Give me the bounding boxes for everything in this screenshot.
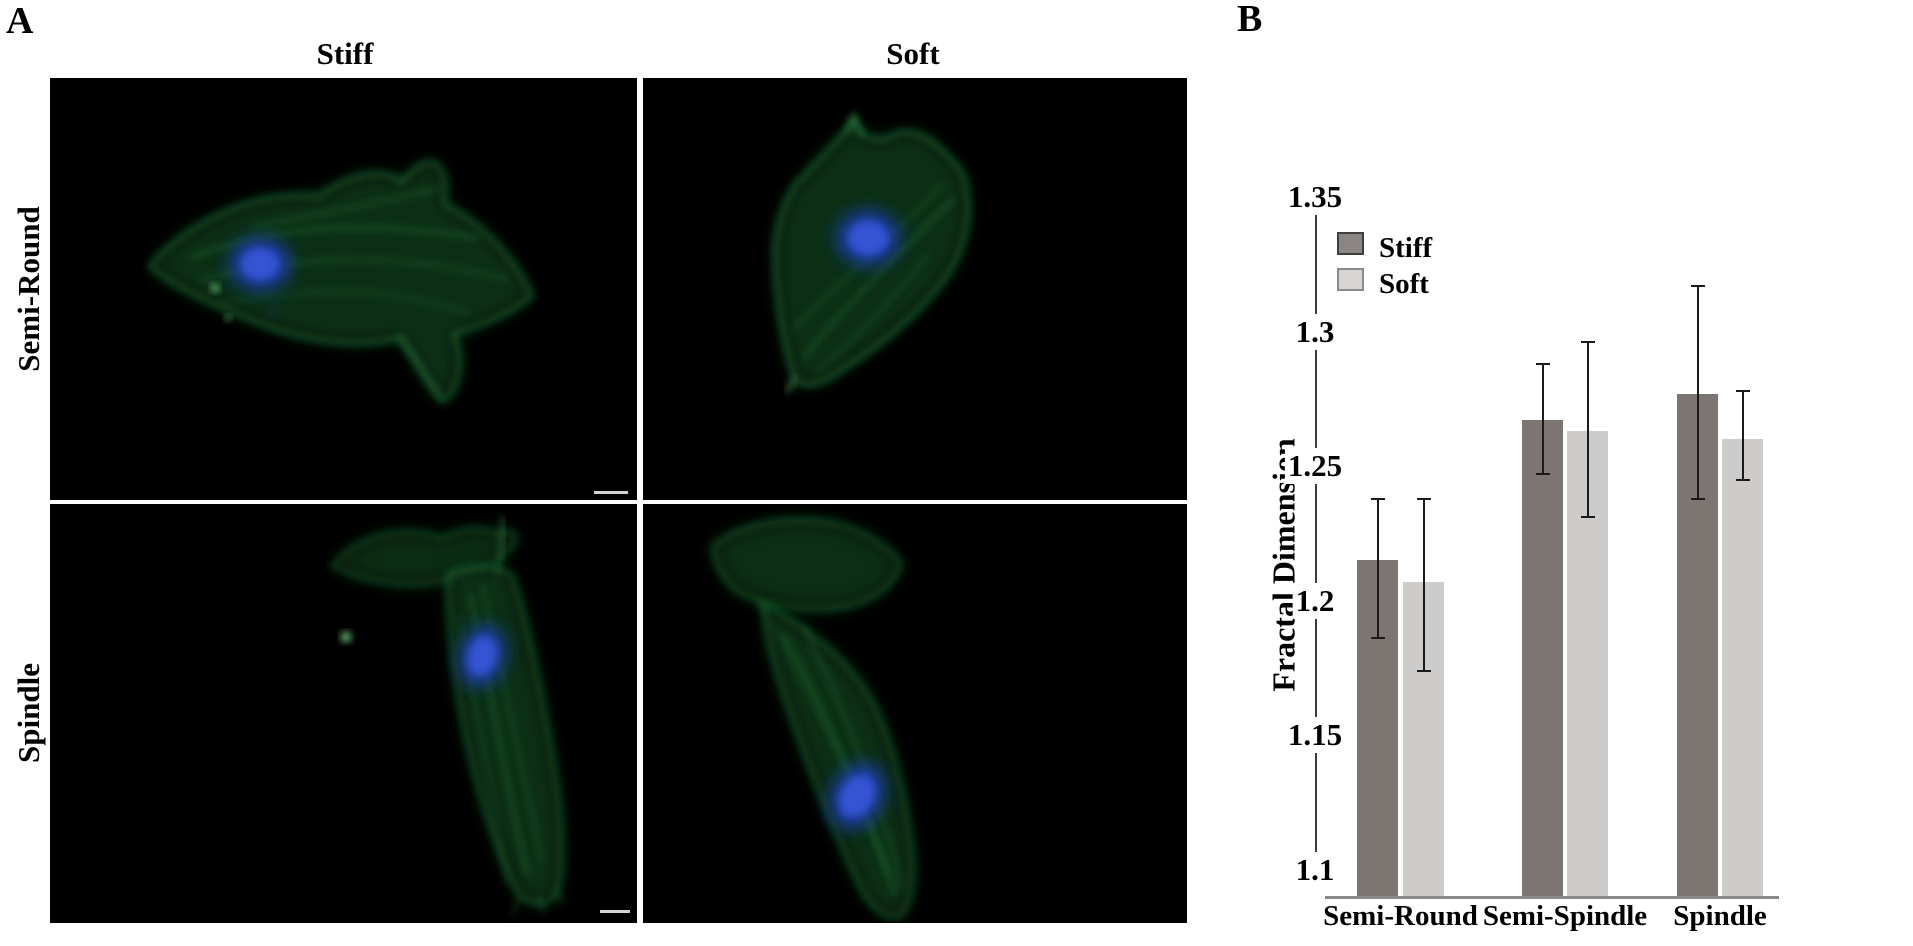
legend-label-soft: Soft [1379,268,1429,300]
error-bar-cap-top [1416,497,1431,500]
y-axis-line [1315,197,1317,880]
error-bar [1422,498,1425,671]
cell-graphic-spindle-stiff [50,504,637,923]
x-axis-line [1325,896,1779,899]
x-category-label: Semi-Spindle [1482,900,1648,932]
error-bar [1541,363,1544,475]
micrograph-semi-round-soft [643,78,1187,500]
bar-soft-spindle [1722,439,1763,896]
error-bar-cap-bottom [1535,473,1550,476]
y-tick-label: 1.3 [1292,313,1338,350]
panel-a-label: A [6,0,34,42]
micrograph-spindle-soft [643,504,1187,923]
y-tick-label: 1.1 [1292,851,1338,889]
error-bar [1376,498,1379,639]
scale-bar [600,910,630,913]
panel-b-label: B [1237,0,1263,40]
column-header-soft: Soft [886,36,940,71]
x-category-label: Semi-Round [1323,900,1478,932]
legend-label-stiff: Stiff [1379,232,1433,264]
error-bar [1696,285,1699,499]
y-tick-label: 1.2 [1292,582,1338,619]
y-tick-label: 1.35 [1284,178,1346,216]
error-bar [1741,390,1744,480]
cell-graphic-semi-round-stiff [50,78,637,500]
error-bar-cap-top [1690,284,1705,287]
error-bar-cap-top [1370,497,1385,500]
error-bar-cap-bottom [1416,669,1431,672]
error-bar-cap-bottom [1735,478,1750,481]
error-bar-cap-bottom [1370,637,1385,640]
scale-bar [594,491,628,494]
x-category-label: Spindle [1673,900,1767,932]
error-bar-cap-top [1580,341,1595,344]
bar-stiff-semi-spindle [1522,420,1563,896]
micrograph-semi-round-stiff [50,78,637,500]
error-bar-cap-top [1735,389,1750,392]
y-tick-label: 1.25 [1284,448,1346,485]
y-tick-label: 1.15 [1284,717,1346,754]
error-bar-cap-top [1535,362,1550,365]
cell-graphic-spindle-soft [643,504,1187,923]
column-header-stiff: Stiff [316,36,374,71]
legend-swatch-stiff [1337,232,1364,255]
cell-graphic-semi-round-soft [643,78,1187,500]
error-bar-cap-bottom [1690,497,1705,500]
error-bar-cap-bottom [1580,516,1595,519]
error-bar [1586,342,1589,518]
legend-swatch-soft [1337,268,1364,291]
micrograph-spindle-stiff [50,504,637,923]
